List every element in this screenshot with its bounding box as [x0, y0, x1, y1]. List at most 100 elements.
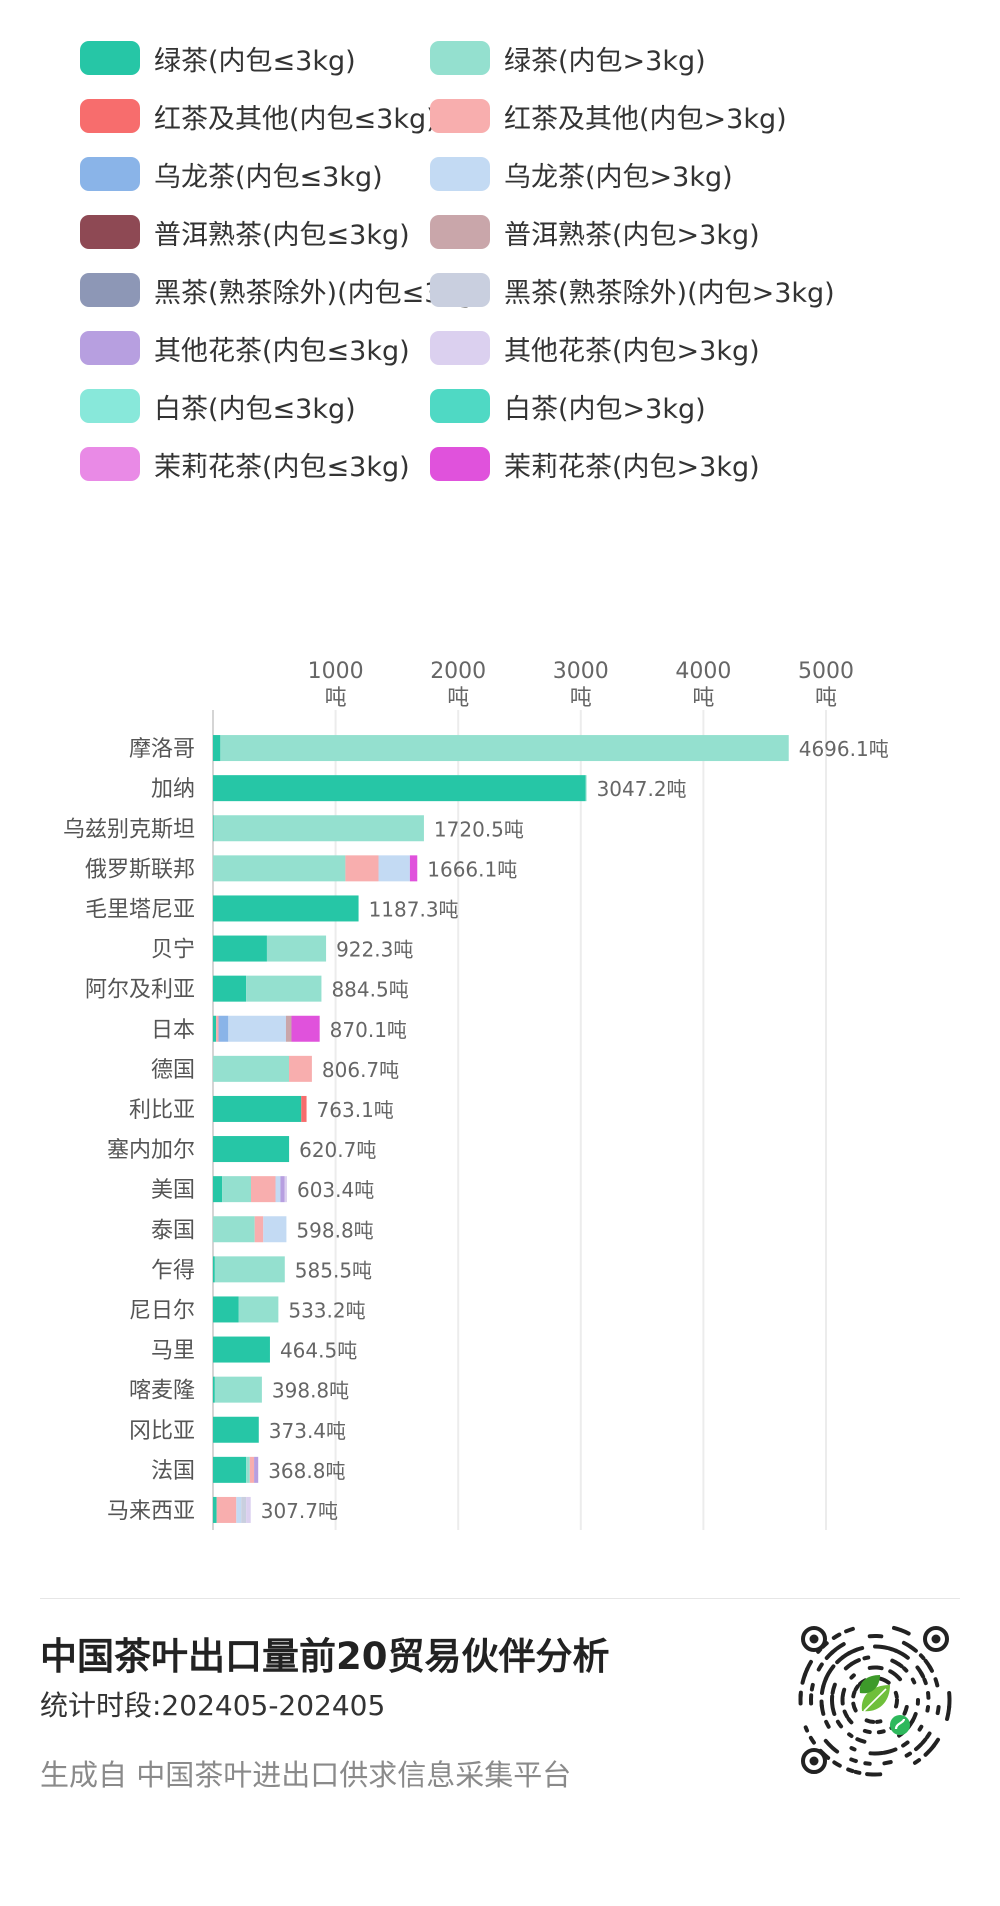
legend-label: 其他花茶(内包>3kg)	[504, 335, 760, 367]
bar-segment	[218, 1015, 229, 1042]
legend-item[interactable]: 绿茶(内包>3kg)	[430, 38, 706, 78]
legend-item[interactable]: 黑茶(熟茶除外)(内包≤3kg)	[80, 270, 485, 310]
legend-swatch	[430, 157, 490, 191]
legend-label: 绿茶(内包≤3kg)	[154, 45, 356, 77]
legend-swatch	[430, 99, 490, 133]
stat-period: 统计时段:202405-202405	[40, 1689, 386, 1722]
bar-segment	[228, 1015, 286, 1042]
category-label: 利比亚	[129, 1098, 195, 1123]
legend-swatch	[430, 331, 490, 365]
category-label: 乍得	[151, 1258, 195, 1283]
bar-segment	[285, 1015, 292, 1042]
legend-item[interactable]: 普洱熟茶(内包>3kg)	[430, 212, 760, 252]
legend-label: 茉莉花茶(内包≤3kg)	[154, 451, 410, 483]
legend-item[interactable]: 普洱熟茶(内包≤3kg)	[80, 212, 410, 252]
legend-label: 红茶及其他(内包≤3kg)	[154, 103, 437, 135]
legend-swatch	[430, 215, 490, 249]
legend-label: 其他花茶(内包≤3kg)	[154, 335, 410, 367]
bar-segment	[284, 1176, 287, 1203]
bar-segment	[213, 1256, 215, 1283]
legend-item[interactable]: 茉莉花茶(内包≤3kg)	[80, 444, 410, 484]
category-label: 塞内加尔	[107, 1138, 195, 1163]
data-label: 1666.1吨	[427, 857, 517, 881]
bar-segment	[216, 1496, 237, 1523]
category-label: 德国	[151, 1058, 195, 1083]
category-label: 马里	[151, 1339, 195, 1364]
bar-segment	[249, 1456, 255, 1483]
bar-segment	[213, 935, 267, 962]
legend-label: 白茶(内包≤3kg)	[154, 393, 356, 425]
bar-segment	[214, 1376, 262, 1403]
bar-segment	[254, 1456, 259, 1483]
data-label: 806.7吨	[322, 1058, 399, 1082]
bar-segment	[266, 935, 327, 962]
bar-segment	[213, 975, 247, 1002]
data-label: 4696.1吨	[799, 737, 889, 761]
legend-item[interactable]: 乌龙茶(内包≤3kg)	[80, 154, 383, 194]
bar-segment	[220, 735, 789, 762]
data-label: 3047.2吨	[597, 777, 687, 801]
data-label: 373.4吨	[269, 1419, 346, 1443]
legend-item[interactable]: 红茶及其他(内包>3kg)	[430, 96, 787, 136]
bar-segment	[222, 1176, 252, 1203]
legend-item[interactable]: 白茶(内包>3kg)	[430, 386, 706, 426]
category-label: 贝宁	[151, 938, 195, 963]
data-label: 763.1吨	[317, 1098, 394, 1122]
bar-segment	[246, 1456, 250, 1483]
legend-item[interactable]: 茉莉花茶(内包>3kg)	[430, 444, 760, 484]
bar-segment	[214, 1256, 285, 1283]
category-label: 美国	[151, 1178, 195, 1203]
legend-label: 乌龙茶(内包≤3kg)	[154, 161, 383, 193]
legend-label: 黑茶(熟茶除外)(内包>3kg)	[504, 277, 835, 309]
legend-label: 普洱熟茶(内包≤3kg)	[154, 219, 410, 251]
footer-divider	[40, 1598, 960, 1599]
x-tick-label: 3000	[553, 659, 609, 684]
bar-segment	[213, 895, 359, 922]
legend-label: 红茶及其他(内包>3kg)	[504, 103, 787, 135]
data-label: 620.7吨	[299, 1138, 376, 1162]
legend-item[interactable]: 其他花茶(内包>3kg)	[430, 328, 760, 368]
bar-segment	[213, 815, 214, 842]
legend-label: 普洱熟茶(内包>3kg)	[504, 219, 760, 251]
legend-item[interactable]: 黑茶(熟茶除外)(内包>3kg)	[430, 270, 835, 310]
bar-segment	[213, 1055, 290, 1082]
data-label: 307.7吨	[261, 1499, 338, 1523]
bar-segment	[213, 1456, 247, 1483]
bar-segment	[275, 1176, 281, 1203]
legend-item[interactable]: 其他花茶(内包≤3kg)	[80, 328, 410, 368]
data-label: 368.8吨	[268, 1459, 345, 1483]
x-tick-label: 4000	[675, 659, 731, 684]
bar-segment	[254, 1216, 264, 1243]
x-tick-label: 2000	[430, 659, 486, 684]
bar-segment	[213, 1095, 302, 1122]
category-label: 日本	[151, 1018, 195, 1043]
bar-segment	[236, 1496, 242, 1523]
legend-label: 乌龙茶(内包>3kg)	[504, 161, 733, 193]
mini-program-qr-icon[interactable]	[790, 1615, 960, 1785]
data-label: 398.8吨	[272, 1379, 349, 1403]
legend-label: 茉莉花茶(内包>3kg)	[504, 451, 760, 483]
bar-segment	[216, 1015, 219, 1042]
legend-swatch	[80, 273, 140, 307]
legend-swatch	[80, 447, 140, 481]
x-tick-unit: 吨	[815, 686, 837, 711]
category-label: 阿尔及利亚	[85, 978, 195, 1003]
bar-segment	[246, 1496, 251, 1523]
x-tick-unit: 吨	[325, 686, 347, 711]
bar-segment	[585, 775, 587, 802]
legend-label: 绿茶(内包>3kg)	[504, 45, 706, 77]
data-label: 922.3吨	[336, 938, 413, 962]
legend-swatch	[80, 389, 140, 423]
legend-swatch	[80, 331, 140, 365]
data-label: 1720.5吨	[434, 817, 524, 841]
legend-swatch	[430, 273, 490, 307]
data-label: 464.5吨	[280, 1339, 357, 1363]
legend-item[interactable]: 红茶及其他(内包≤3kg)	[80, 96, 437, 136]
bar-segment	[213, 1176, 223, 1203]
bar-segment	[238, 1296, 279, 1323]
legend-item[interactable]: 白茶(内包≤3kg)	[80, 386, 356, 426]
legend-swatch	[80, 41, 140, 75]
category-label: 泰国	[151, 1218, 195, 1243]
legend-item[interactable]: 绿茶(内包≤3kg)	[80, 38, 356, 78]
legend-item[interactable]: 乌龙茶(内包>3kg)	[430, 154, 733, 194]
